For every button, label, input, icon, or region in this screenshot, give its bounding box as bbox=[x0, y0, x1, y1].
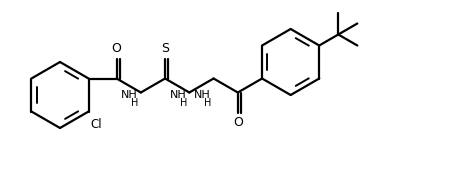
Text: NH: NH bbox=[170, 90, 186, 100]
Text: S: S bbox=[161, 41, 169, 55]
Text: NH: NH bbox=[121, 90, 138, 100]
Text: O: O bbox=[233, 117, 243, 129]
Text: Cl: Cl bbox=[91, 118, 102, 131]
Text: NH: NH bbox=[194, 90, 211, 100]
Text: H: H bbox=[180, 98, 187, 108]
Text: H: H bbox=[131, 98, 138, 108]
Text: H: H bbox=[204, 98, 211, 108]
Text: O: O bbox=[112, 41, 121, 55]
